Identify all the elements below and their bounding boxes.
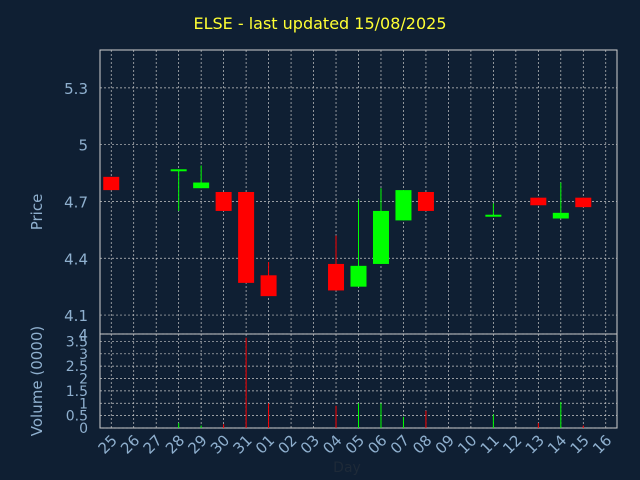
candle-body [193,182,210,189]
price-tick-label: 4.1 [64,307,88,325]
candle-body [372,210,389,264]
price-tick-label: 4 [78,326,88,344]
candle-body [417,192,434,211]
volume-tick-label: 0.5 [66,409,88,425]
x-axis-label: Day [333,460,361,476]
volume-tick-label: 1 [79,396,88,412]
candle-body [530,197,547,206]
volume-tick-label: 2.5 [66,359,88,375]
candle-body [395,190,412,221]
price-tick-label: 4.7 [64,193,88,211]
candle-body [238,192,255,283]
price-tick-label: 4.4 [64,250,88,268]
chart-title: ELSE - last updated 15/08/2025 [193,14,447,33]
volume-tick-label: 3.5 [66,334,88,350]
candle-body [103,176,120,191]
volume-axis-label: Volume (0000) [28,326,46,436]
candle-body [170,169,187,172]
x-tick-label: 16 [589,431,615,457]
volume-tick-label: 0 [79,421,88,437]
candle-body [485,214,502,217]
volume-tick-label: 1.5 [66,384,88,400]
price-tick-label: 5 [78,137,88,155]
candle-body [552,212,569,219]
candle-body [215,192,232,211]
price-axis-label: Price [28,194,46,231]
candle-body [350,265,367,287]
candle-body [328,263,345,291]
candle-body [260,275,277,297]
volume-tick-label: 2 [79,372,88,388]
price-tick-label: 5.3 [64,80,88,98]
volume-tick-label: 3 [79,347,88,363]
candle-body [575,197,592,208]
